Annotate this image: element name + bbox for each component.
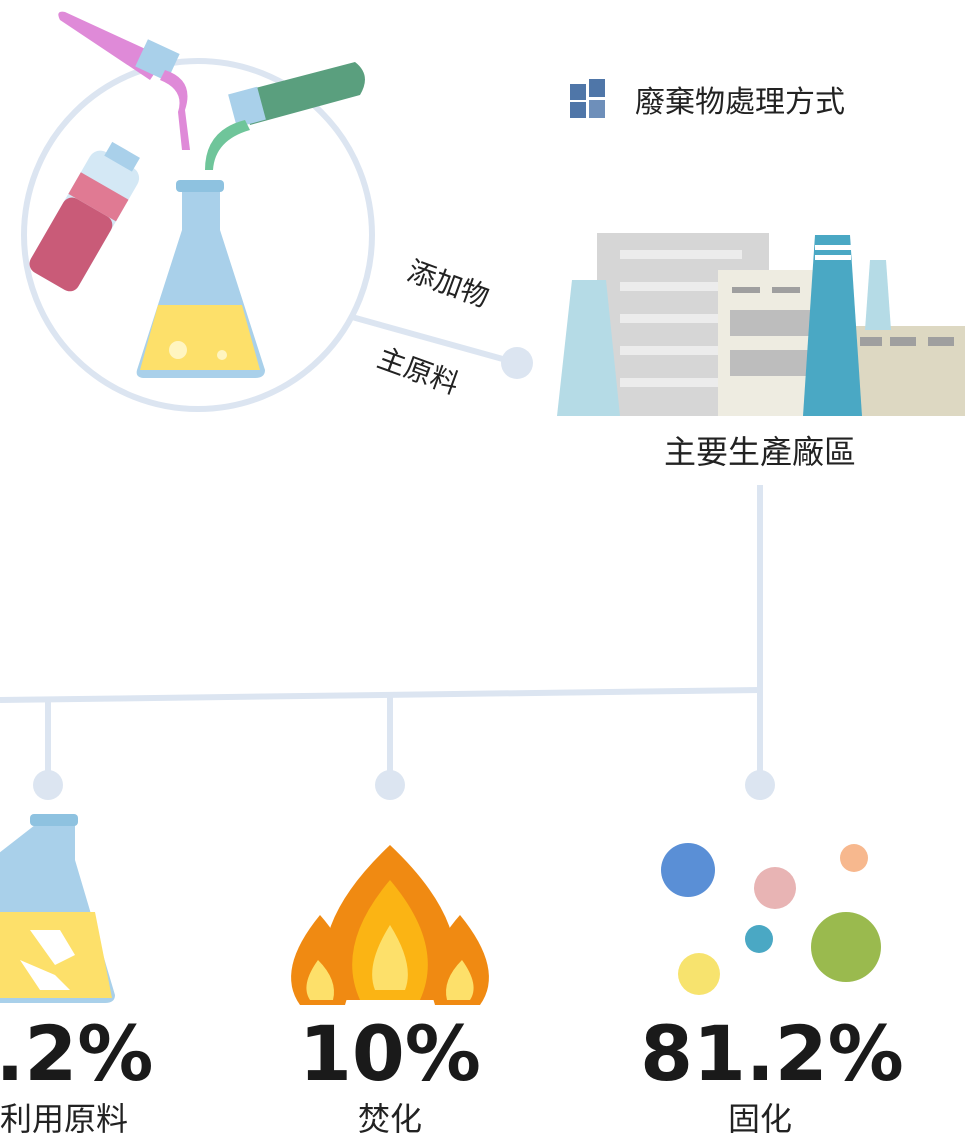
factory-icon bbox=[557, 233, 965, 416]
incineration-percent: 10% bbox=[299, 1009, 481, 1098]
particles-icon bbox=[661, 843, 881, 995]
infographic: 添加物 主原料 廢棄物處理方式 主要生產廠區 bbox=[0, 0, 973, 1139]
fire-icon bbox=[291, 845, 489, 1005]
solidification-percent: 81.2% bbox=[640, 1009, 904, 1098]
solidification-label: 固化 bbox=[728, 1100, 792, 1138]
page: 添加物 主原料 廢棄物處理方式 主要生產廠區 bbox=[0, 0, 973, 1139]
incineration-label: 焚化 bbox=[358, 1100, 422, 1138]
plant-label: 主要生產廠區 bbox=[664, 433, 856, 471]
reuse-percent: 5.2% bbox=[0, 1009, 153, 1098]
raw-material-label: 主原料 bbox=[373, 341, 463, 401]
recycle-flask-icon bbox=[0, 814, 115, 1003]
additive-label: 添加物 bbox=[403, 254, 493, 314]
lab-icon bbox=[26, 12, 365, 378]
title-icon bbox=[570, 79, 605, 118]
reuse-label: 再利用原料 bbox=[0, 1100, 128, 1138]
title: 廢棄物處理方式 bbox=[635, 85, 845, 120]
